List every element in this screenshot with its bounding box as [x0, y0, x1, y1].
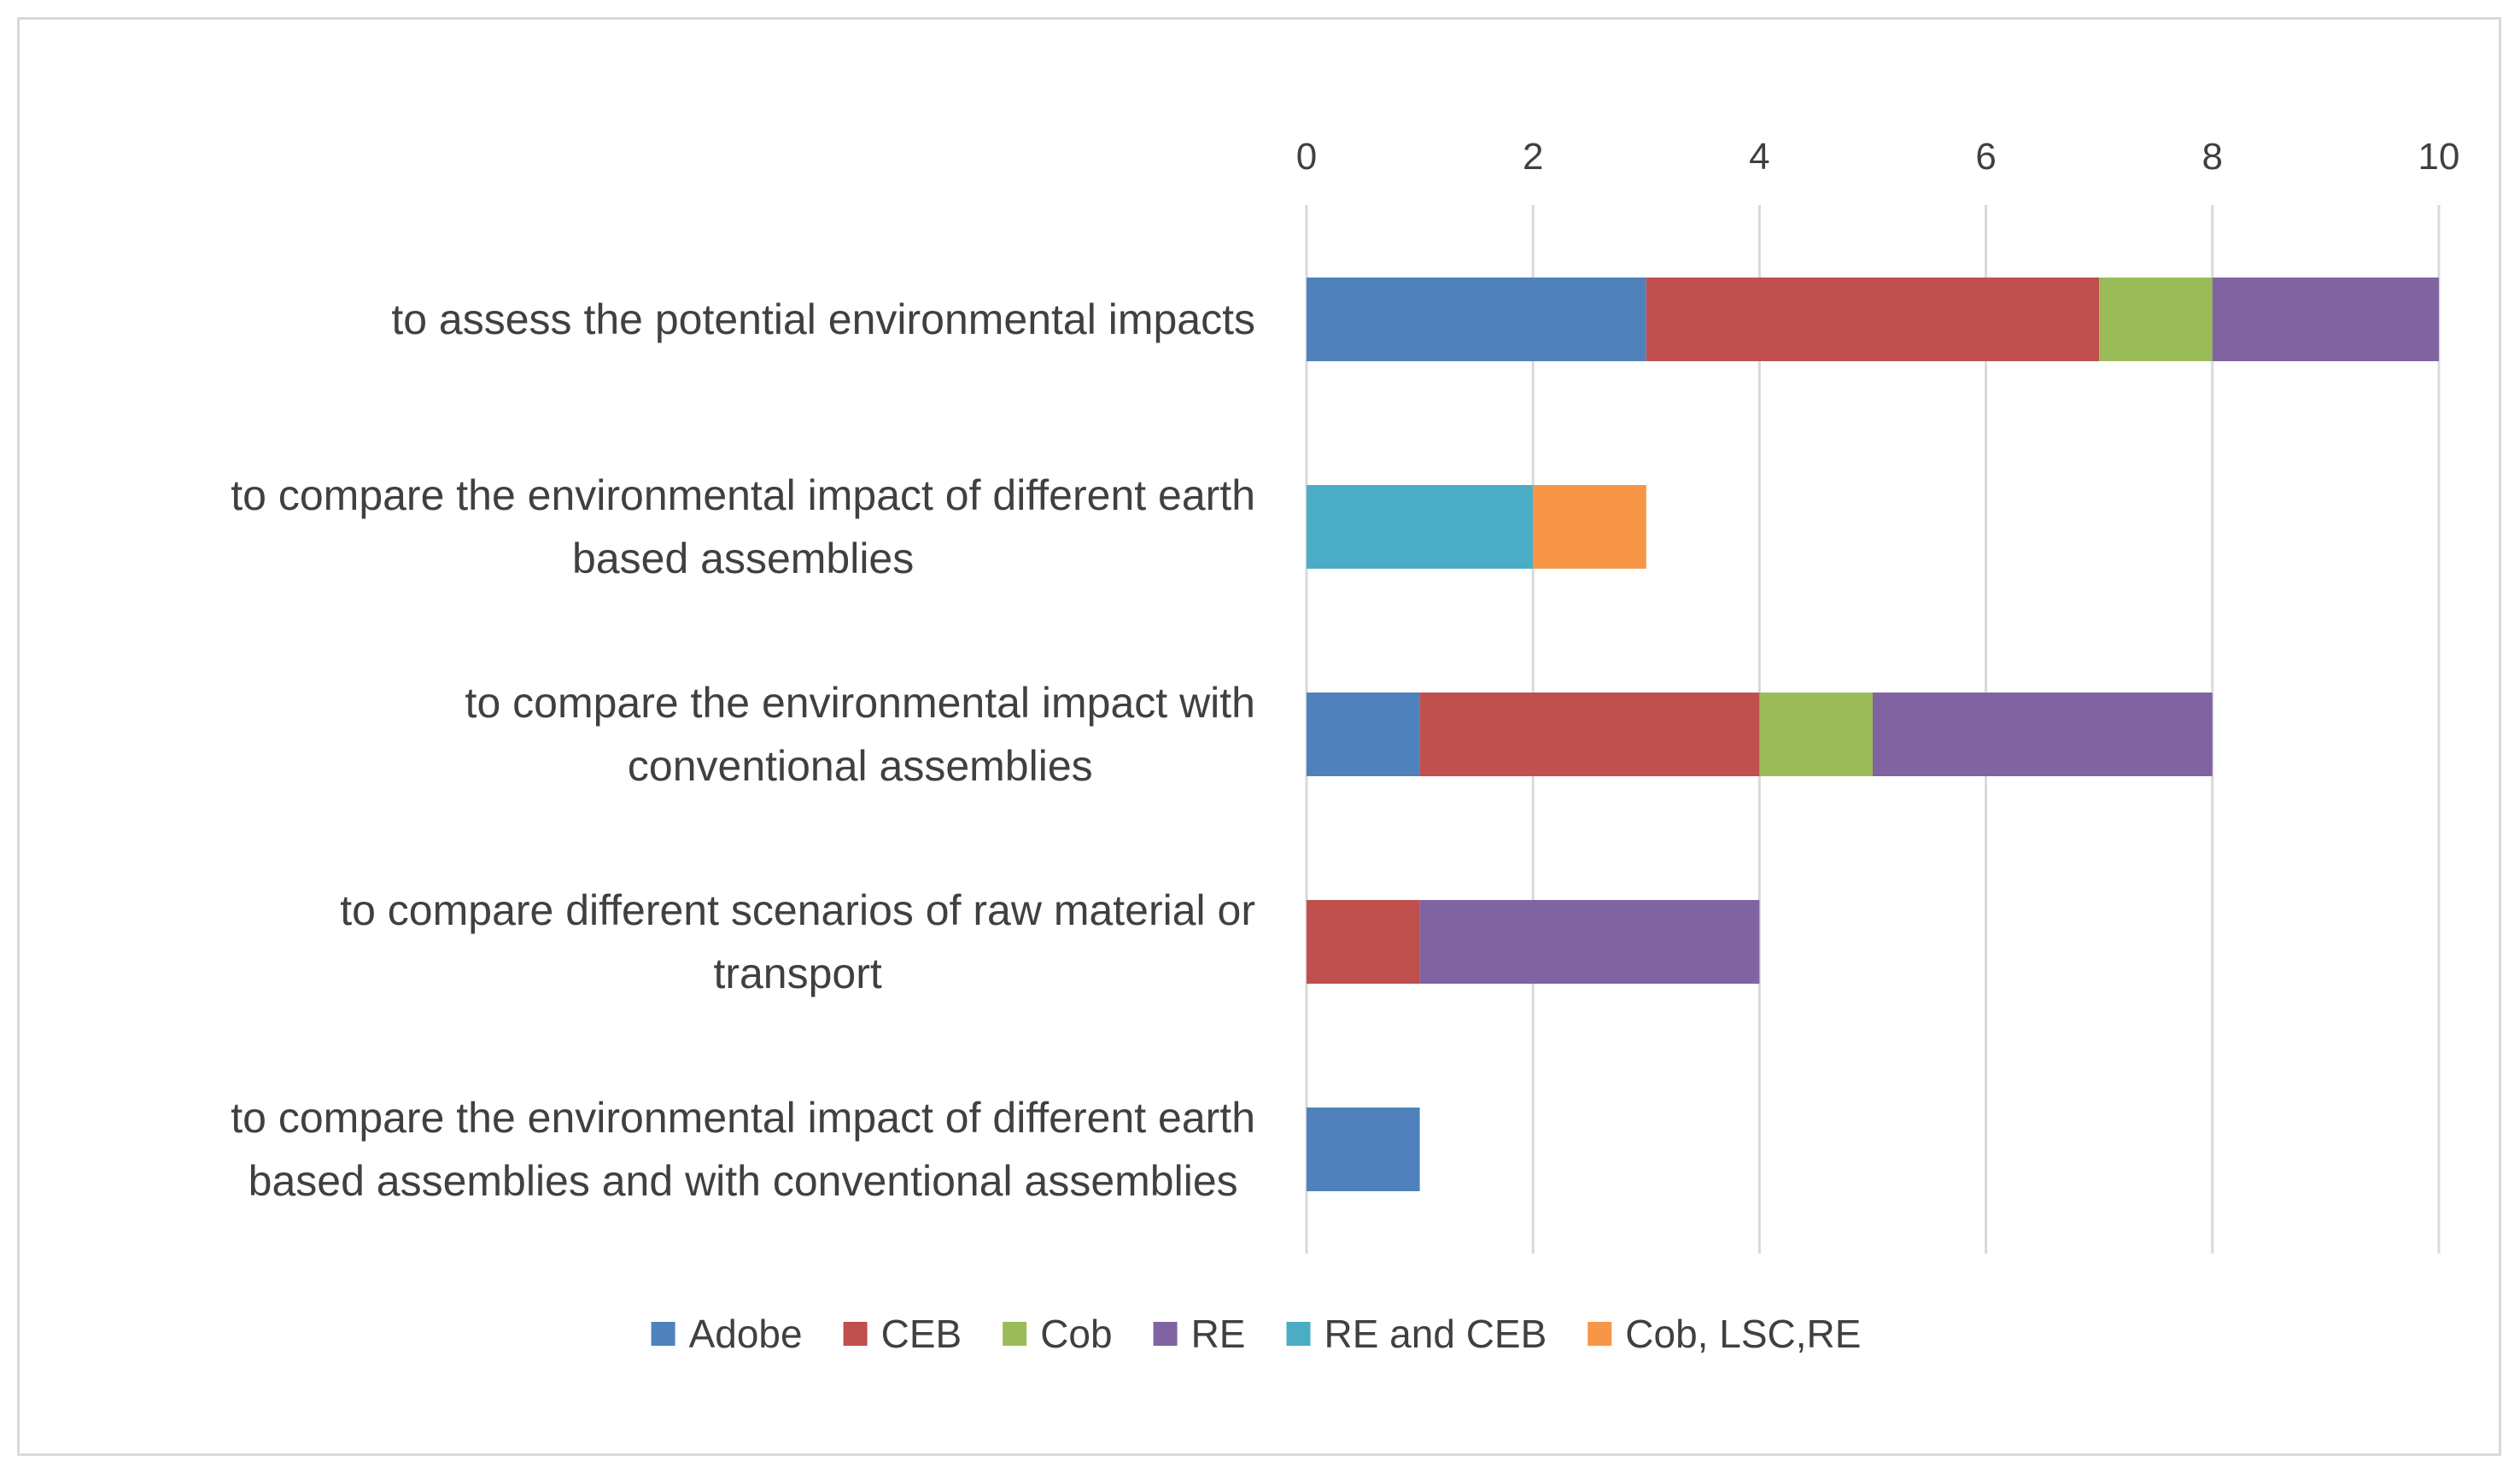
bar-re-and-ceb-row-2	[1307, 485, 1534, 569]
category-label-3-line-1: to compare the environmental impact with	[465, 679, 1255, 727]
bar-ceb-row-4	[1307, 900, 1420, 984]
bar-cob-row-1	[2099, 278, 2213, 361]
legend-swatch-ceb	[843, 1322, 868, 1346]
x-tick-label-8: 8	[2202, 136, 2223, 178]
x-tick-label-0: 0	[1296, 136, 1317, 178]
bar-ceb-row-1	[1646, 278, 2100, 361]
legend-swatch-re-and-ceb	[1286, 1322, 1311, 1346]
bar-adobe-row-1	[1307, 278, 1646, 361]
legend-swatch-cob	[1003, 1322, 1027, 1346]
x-axis-ticks: 0 2 4 6 8 10	[1296, 136, 2460, 178]
bars	[1307, 278, 2439, 1191]
category-labels: to assess the potential environmental im…	[231, 295, 1255, 1205]
legend-item-re: RE	[1153, 1312, 1246, 1356]
legend: Adobe CEB Cob RE RE and CEB Cob, LSC,RE	[651, 1312, 1861, 1356]
category-label-2-line-2: based assemblies	[572, 535, 914, 582]
x-tick-label-2: 2	[1523, 136, 1543, 178]
bar-ceb-row-3	[1419, 693, 1760, 776]
bar-cob-row-3	[1759, 693, 1873, 776]
legend-item-cob: Cob	[1003, 1312, 1113, 1356]
legend-label-cob: Cob	[1040, 1312, 1112, 1356]
legend-swatch-adobe	[651, 1322, 675, 1346]
bar-re-row-3	[1873, 693, 2213, 776]
legend-item-re-and-ceb: RE and CEB	[1286, 1312, 1546, 1356]
category-label-5-line-1: to compare the environmental impact of d…	[231, 1094, 1255, 1142]
category-label-4-line-2: transport	[713, 950, 881, 997]
category-label-1-line-1: to assess the potential environmental im…	[391, 295, 1255, 343]
legend-item-cob-lsc-re: Cob, LSC,RE	[1587, 1312, 1861, 1356]
bar-re-row-1	[2212, 278, 2439, 361]
legend-label-re-and-ceb: RE and CEB	[1324, 1312, 1546, 1356]
legend-item-adobe: Adobe	[651, 1312, 803, 1356]
bar-adobe-row-3	[1307, 693, 1420, 776]
x-tick-label-6: 6	[1975, 136, 1996, 178]
legend-label-re: RE	[1191, 1312, 1246, 1356]
legend-swatch-re	[1153, 1322, 1178, 1346]
bar-adobe-row-5	[1307, 1108, 1420, 1191]
bar-cob-lsc-re-row-2	[1533, 485, 1646, 569]
legend-label-cob-lsc-re: Cob, LSC,RE	[1625, 1312, 1861, 1356]
category-label-5-line-2: based assemblies and with conventional a…	[248, 1157, 1238, 1205]
category-label-3-line-2: conventional assemblies	[628, 742, 1093, 790]
bar-re-row-4	[1419, 900, 1760, 984]
legend-label-adobe: Adobe	[689, 1312, 803, 1356]
category-label-4-line-1: to compare different scenarios of raw ma…	[340, 886, 1255, 934]
x-tick-label-4: 4	[1749, 136, 1769, 178]
legend-swatch-cob-lsc-re	[1587, 1322, 1612, 1346]
x-tick-label-10: 10	[2418, 136, 2460, 178]
legend-item-ceb: CEB	[843, 1312, 962, 1356]
legend-label-ceb: CEB	[881, 1312, 962, 1356]
category-label-2-line-1: to compare the environmental impact of d…	[231, 471, 1255, 519]
